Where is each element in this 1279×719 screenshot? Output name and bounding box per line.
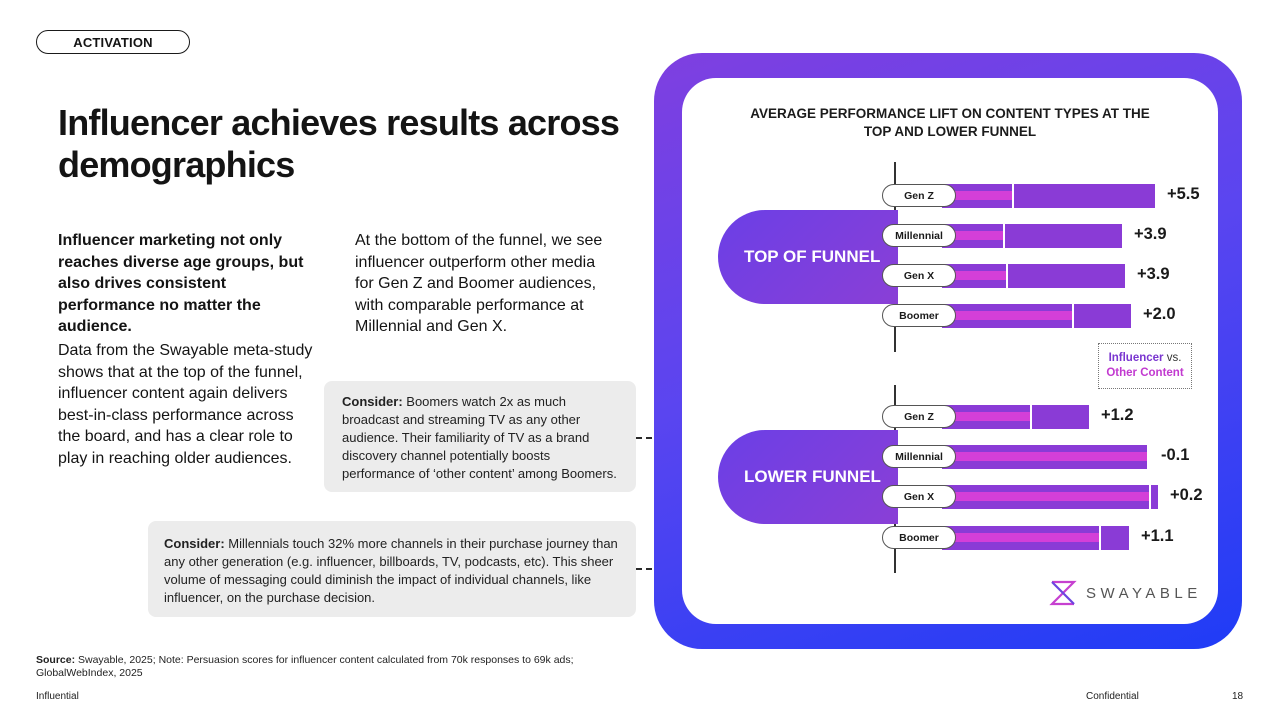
source-text: Swayable, 2025; Note: Persuasion scores … — [36, 654, 574, 679]
swayable-logo-icon — [1049, 580, 1077, 606]
callout-millennials: Consider: Millennials touch 32% more cha… — [148, 521, 636, 617]
footer-confidential: Confidential — [1086, 691, 1139, 702]
brand-wordmark: SWAYABLE — [1086, 585, 1202, 602]
chart-title: AVERAGE PERFORMANCE LIFT ON CONTENT TYPE… — [750, 106, 1150, 139]
value-label: +3.9 — [1137, 265, 1170, 283]
bar-tick — [1149, 485, 1151, 509]
chart-legend: Influencer vs. Other Content — [1098, 343, 1192, 389]
value-label: +1.2 — [1101, 406, 1134, 424]
body-text-right: At the bottom of the funnel, we see infl… — [355, 232, 603, 335]
category-label: Millennial — [882, 445, 956, 468]
value-label: +1.1 — [1141, 527, 1174, 545]
bar-tick — [1072, 304, 1074, 328]
category-label: Gen Z — [882, 405, 956, 428]
lede-text: Influencer marketing not only reaches di… — [58, 232, 304, 335]
bar-other-content — [942, 452, 1147, 461]
section-label-top-funnel: TOP OF FUNNEL — [718, 210, 898, 304]
section-pill: ACTIVATION — [36, 30, 190, 54]
bar-tick — [1006, 264, 1008, 288]
category-label: Gen X — [882, 264, 956, 287]
bar-other-content — [942, 231, 1003, 240]
legend-other-content: Other Content — [1106, 367, 1184, 379]
bar-tick — [1147, 445, 1149, 469]
legend-influencer: Influencer — [1108, 352, 1164, 364]
body-text-left: Data from the Swayable meta-study shows … — [58, 342, 313, 467]
page-title: Influencer achieves results across demog… — [58, 102, 620, 185]
category-label: Boomer — [882, 304, 956, 327]
value-label: +0.2 — [1170, 486, 1203, 504]
value-label: +2.0 — [1143, 305, 1176, 323]
callout-text: Boomers watch 2x as much broadcast and s… — [342, 394, 617, 481]
bar-tick — [1099, 526, 1101, 550]
legend-vs: vs. — [1163, 352, 1182, 364]
bar-tick — [1012, 184, 1014, 208]
footer-brand: Influential — [36, 691, 79, 702]
value-label: -0.1 — [1161, 446, 1190, 464]
value-label: +3.9 — [1134, 225, 1167, 243]
section-label-lower-funnel: LOWER FUNNEL — [718, 430, 898, 524]
callout-boomers: Consider: Boomers watch 2x as much broad… — [324, 381, 636, 492]
source-note: Source: Swayable, 2025; Note: Persuasion… — [36, 654, 596, 680]
bar-tick — [1030, 405, 1032, 429]
category-label: Gen Z — [882, 184, 956, 207]
bar-other-content — [942, 191, 1012, 200]
bar-other-content — [942, 271, 1006, 280]
callout-label: Consider: — [342, 394, 403, 409]
category-label: Gen X — [882, 485, 956, 508]
bar-other-content — [942, 492, 1149, 501]
bar-other-content — [942, 412, 1030, 421]
value-label: +5.5 — [1167, 185, 1200, 203]
source-label: Source: — [36, 654, 76, 666]
bar-other-content — [942, 533, 1099, 542]
category-label: Boomer — [882, 526, 956, 549]
callout-label: Consider: — [164, 536, 225, 551]
page-number: 18 — [1232, 691, 1244, 702]
category-label: Millennial — [882, 224, 956, 247]
bar-other-content — [942, 311, 1072, 320]
callout-text: Millennials touch 32% more channels in t… — [164, 536, 618, 605]
bar-tick — [1003, 224, 1005, 248]
